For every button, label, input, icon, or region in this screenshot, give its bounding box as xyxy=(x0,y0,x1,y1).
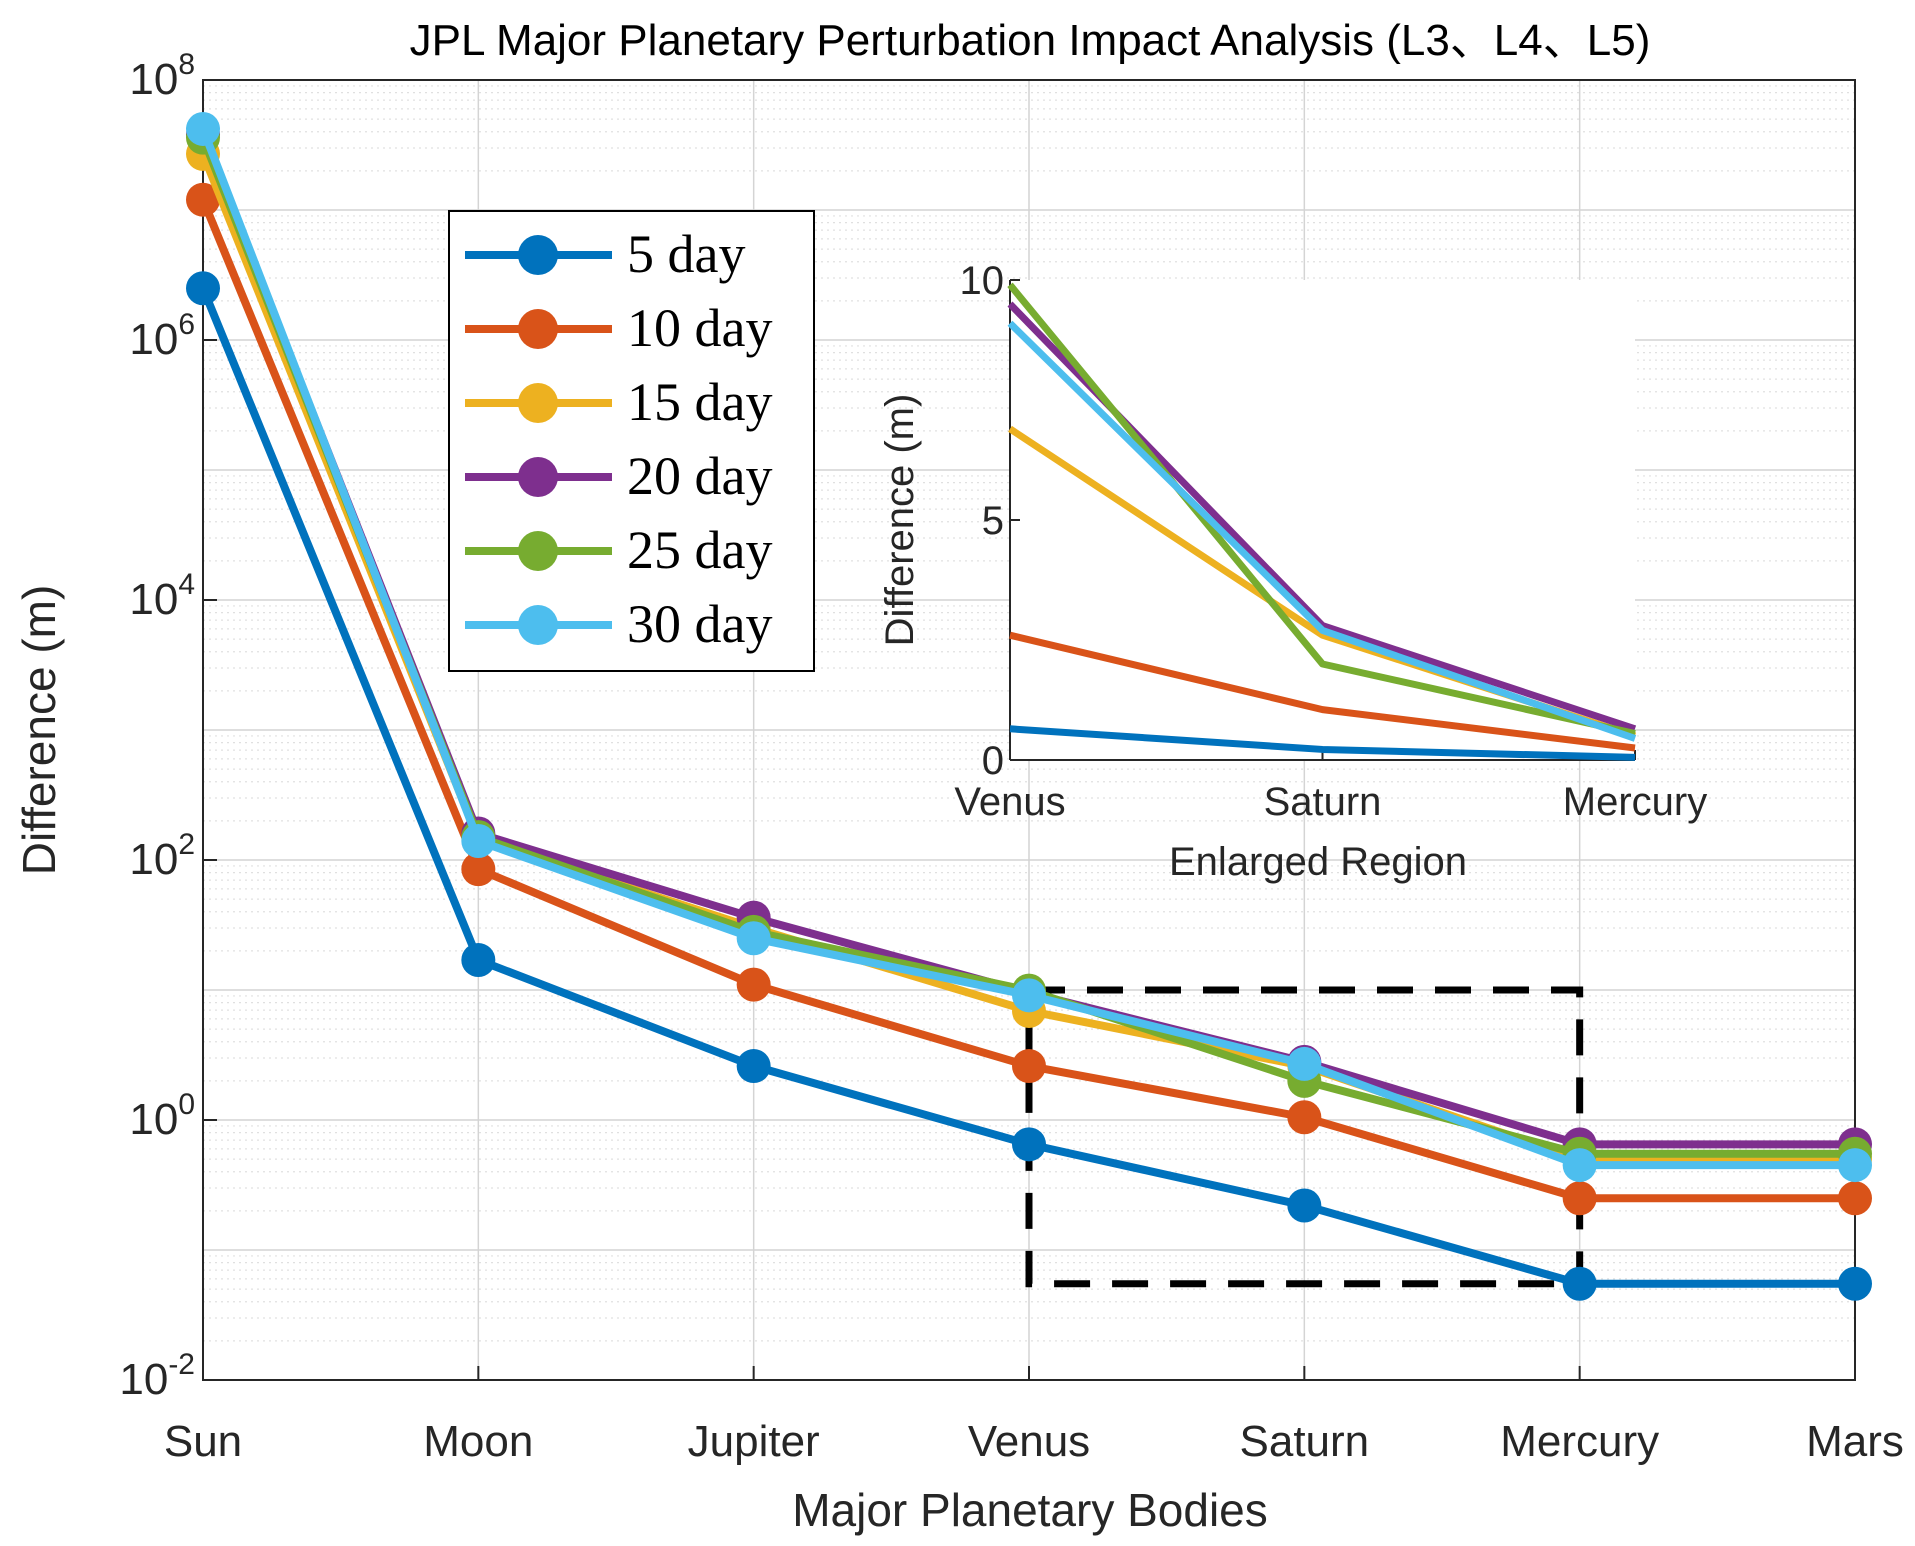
data-point-5-day-venus xyxy=(1012,1127,1046,1162)
data-point-5-day-sun xyxy=(186,271,220,306)
inset-x-tick-label-saturn: Saturn xyxy=(1264,780,1382,824)
y-tick-exponent: -2 xyxy=(168,1348,195,1381)
data-point-10-day-sun xyxy=(186,182,220,217)
inset-y-tick-label: 10 xyxy=(960,259,1005,303)
data-point-10-day-saturn xyxy=(1287,1100,1322,1135)
y-tick-base: 10 xyxy=(129,1095,178,1144)
data-point-5-day-saturn xyxy=(1287,1188,1322,1223)
y-tick-exponent: 6 xyxy=(178,308,195,341)
inset-series-line-10-day xyxy=(1009,631,1636,752)
legend: 5 day 10 day 15 day 20 day 25 day 30 day xyxy=(448,210,815,672)
x-axis-label: Major Planetary Bodies xyxy=(792,1484,1268,1536)
inset-x-tick-label-mercury: Mercury xyxy=(1563,780,1707,824)
y-tick-label: 102 xyxy=(129,828,195,884)
legend-marker-10-day xyxy=(518,309,558,349)
data-point-10-day-moon xyxy=(461,852,496,887)
data-point-30-day-mars xyxy=(1838,1148,1872,1183)
y-tick-label: 104 xyxy=(129,568,195,624)
data-point-10-day-venus xyxy=(1012,1049,1046,1084)
chart-title: JPL Major Planetary Perturbation Impact … xyxy=(410,16,1651,65)
legend-marker-5-day xyxy=(518,235,558,275)
x-tick-label-sun: Sun xyxy=(164,1417,242,1466)
inset-y-axis-label: Difference (m) xyxy=(878,394,922,647)
x-tick-label-mars: Mars xyxy=(1806,1417,1904,1466)
data-point-10-day-mars xyxy=(1838,1181,1872,1216)
y-tick-label: 108 xyxy=(129,48,195,104)
data-point-10-day-jupiter xyxy=(736,967,771,1002)
y-tick-exponent: 2 xyxy=(178,828,195,861)
y-tick-label: 100 xyxy=(129,1088,195,1144)
data-point-30-day-mercury xyxy=(1562,1148,1597,1183)
inset-series-line-25-day xyxy=(1007,282,1636,738)
y-tick-label: 10-2 xyxy=(119,1348,195,1404)
inset-background xyxy=(1010,280,1635,760)
legend-label-15-day: 15 day xyxy=(627,372,772,432)
inset-x-axis-label: Enlarged Region xyxy=(1169,840,1467,884)
y-tick-base: 10 xyxy=(119,1355,168,1404)
data-point-5-day-jupiter xyxy=(736,1049,771,1084)
inset-series-group xyxy=(1007,282,1637,761)
legend-box xyxy=(448,210,815,672)
inset-x-tick-label-venus: Venus xyxy=(954,780,1065,824)
x-tick-label-venus: Venus xyxy=(968,1417,1090,1466)
y-tick-base: 10 xyxy=(129,315,178,364)
inset-axes: 0 5 10 Venus Saturn Mercury xyxy=(954,259,1707,824)
legend-label-25-day: 25 day xyxy=(627,520,772,580)
y-tick-base: 10 xyxy=(129,575,178,624)
inset-series-line-30-day xyxy=(1007,320,1637,742)
y-tick-exponent: 8 xyxy=(178,48,195,81)
y-tick-label: 106 xyxy=(129,308,195,364)
data-point-30-day-venus xyxy=(1012,978,1046,1013)
data-point-10-day-mercury xyxy=(1562,1181,1597,1216)
y-tick-exponent: 4 xyxy=(178,568,195,601)
inset-chart: 0 5 10 Venus Saturn Mercury Enlarged Region D… xyxy=(878,259,1707,884)
data-point-5-day-moon xyxy=(461,943,496,978)
legend-label-20-day: 20 day xyxy=(627,446,772,506)
data-point-30-day-saturn xyxy=(1287,1046,1322,1081)
main-series-group xyxy=(186,111,1872,1301)
y-tick-base: 10 xyxy=(129,55,178,104)
data-point-5-day-mars xyxy=(1838,1266,1872,1301)
inset-y-tick-label: 0 xyxy=(982,739,1004,783)
legend-label-30-day: 30 day xyxy=(627,594,772,654)
inset-y-tick-label: 5 xyxy=(982,499,1004,543)
legend-marker-30-day xyxy=(518,605,558,645)
legend-label-5-day: 5 day xyxy=(627,224,745,284)
legend-marker-15-day xyxy=(518,383,558,423)
y-tick-exponent: 0 xyxy=(178,1088,195,1121)
x-tick-label-saturn: Saturn xyxy=(1240,1417,1370,1466)
x-tick-label-moon: Moon xyxy=(423,1417,533,1466)
x-tick-label-mercury: Mercury xyxy=(1500,1417,1659,1466)
y-tick-base: 10 xyxy=(129,835,178,884)
legend-label-10-day: 10 day xyxy=(627,298,772,358)
data-point-30-day-jupiter xyxy=(736,921,771,956)
legend-marker-25-day xyxy=(518,531,558,571)
data-point-5-day-mercury xyxy=(1562,1266,1597,1301)
inset-series-line-5-day xyxy=(1009,725,1636,761)
x-tick-label-jupiter: Jupiter xyxy=(688,1417,820,1466)
legend-marker-20-day xyxy=(518,457,558,497)
y-axis-label: Difference (m) xyxy=(13,585,65,876)
data-point-30-day-sun xyxy=(186,111,220,146)
data-point-30-day-moon xyxy=(461,824,496,859)
